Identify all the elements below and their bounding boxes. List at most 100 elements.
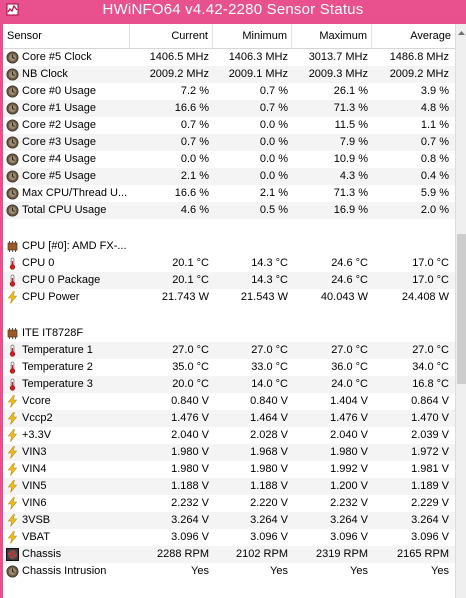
column-maximum[interactable]: Maximum — [292, 24, 372, 48]
sensor-current: 4.6 % — [180, 204, 209, 216]
sensor-maximum: 40.043 W — [320, 291, 368, 303]
sensor-average: 5.9 % — [420, 187, 449, 199]
sensor-average: 2165 RPM — [397, 548, 449, 560]
sensor-row[interactable]: CPU 0 Package 20.1 °C 14.3 °C 24.6 °C 17.0 °… — [3, 272, 455, 289]
sensor-maximum: 71.3 % — [333, 102, 368, 114]
sensor-minimum: 1.464 V — [250, 412, 288, 424]
lightning-icon — [7, 480, 18, 493]
sensor-row[interactable]: CPU 0 20.1 °C 14.3 °C 24.6 °C 17.0 °C — [3, 255, 455, 272]
sensor-list[interactable]: Core #5 Clock 1406.5 MHz 1406.3 MHz 3013.7 … — [3, 49, 455, 598]
lightning-icon — [7, 429, 18, 442]
sensor-minimum: 1.968 V — [250, 446, 288, 458]
sensor-row[interactable]: Temperature 1 27.0 °C 27.0 °C 27.0 °C 27.0 °… — [3, 342, 455, 359]
sensor-row[interactable]: Core #3 Usage 0.7 % 0.0 % 7.9 % 0.7 % — [3, 134, 455, 151]
sensor-row[interactable]: Core #5 Usage 2.1 % 0.0 % 4.3 % 0.4 % — [3, 168, 455, 185]
sensor-maximum: 7.9 % — [339, 136, 368, 148]
sensor-minimum: 0.840 V — [250, 395, 288, 407]
thermometer-icon — [9, 378, 16, 391]
sensor-row[interactable]: Core #1 Usage 16.6 % 0.7 % 71.3 % 4.8 % — [3, 100, 455, 117]
sensor-row[interactable]: VBAT 3.096 V 3.096 V 3.096 V 3.096 V — [3, 529, 455, 546]
sensor-average: 1486.8 MHz — [389, 51, 449, 63]
sensor-row[interactable]: VIN4 1.980 V 1.980 V 1.992 V 1.981 V — [3, 461, 455, 478]
sensor-average: 2009.2 MHz — [389, 68, 449, 80]
column-minimum[interactable]: Minimum — [213, 24, 292, 48]
lightning-icon — [7, 446, 18, 459]
sensor-average: 1.189 V — [411, 480, 449, 492]
scroll-up-icon[interactable] — [457, 27, 466, 39]
sensor-current: 21.743 W — [161, 291, 209, 303]
sensor-group-header[interactable]: CPU [#0]: AMD FX-... — [3, 238, 455, 255]
sensor-average: 0.4 % — [420, 170, 449, 182]
lightning-icon — [7, 531, 18, 544]
sensor-average: 17.0 °C — [412, 257, 449, 269]
sensor-row[interactable]: VIN5 1.188 V 1.188 V 1.200 V 1.189 V — [3, 478, 455, 495]
clock-icon — [6, 85, 19, 98]
sensor-minimum: Yes — [270, 565, 288, 577]
clock-icon — [6, 51, 19, 64]
column-sensor[interactable]: Sensor — [3, 24, 130, 48]
clock-icon — [6, 68, 19, 81]
sensor-minimum: 1406.3 MHz — [228, 51, 288, 63]
sensor-row[interactable]: Chassis Intrusion Yes Yes Yes Yes — [3, 563, 455, 580]
sensor-average: 27.0 °C — [412, 344, 449, 356]
column-average[interactable]: Average — [410, 30, 451, 42]
sensor-name: Vccp2 — [22, 412, 53, 424]
clock-icon — [6, 119, 19, 132]
sensor-average: 3.096 V — [411, 531, 449, 543]
sensor-row[interactable]: Total CPU Usage 4.6 % 0.5 % 16.9 % 2.0 % — [3, 202, 455, 219]
thermometer-icon — [9, 361, 16, 374]
column-current[interactable]: Current — [130, 24, 213, 48]
sensor-row[interactable]: Core #0 Usage 7.2 % 0.7 % 26.1 % 3.9 % — [3, 83, 455, 100]
sensor-row[interactable]: Temperature 2 35.0 °C 33.0 °C 36.0 °C 34.0 °… — [3, 359, 455, 376]
sensor-maximum: 10.9 % — [333, 153, 368, 165]
sensor-current: 2009.2 MHz — [149, 68, 209, 80]
vertical-scrollbar[interactable] — [455, 24, 466, 598]
sensor-average: 2.0 % — [420, 204, 449, 216]
sensor-current: 0.840 V — [171, 395, 209, 407]
sensor-row[interactable]: Core #5 Clock 1406.5 MHz 1406.3 MHz 3013.7 … — [3, 49, 455, 66]
fan-icon — [6, 548, 19, 561]
sensor-row[interactable]: Temperature 3 20.0 °C 14.0 °C 24.0 °C 16.8 °… — [3, 376, 455, 393]
sensor-row[interactable]: +3.3V 2.040 V 2.028 V 2.040 V 2.039 V — [3, 427, 455, 444]
sensor-name: CPU 0 — [22, 257, 55, 269]
sensor-row[interactable]: Vccp2 1.476 V 1.464 V 1.476 V 1.470 V — [3, 410, 455, 427]
column-header: Sensor Current Minimum Maximum Average — [3, 24, 455, 49]
sensor-row[interactable]: Chassis 2288 RPM 2102 RPM 2319 RPM 2165 RPM — [3, 546, 455, 563]
sensor-maximum: 3013.7 MHz — [308, 51, 368, 63]
sensor-current: 20.1 °C — [172, 257, 209, 269]
sensor-group-header[interactable]: ITE IT8728F — [3, 325, 455, 342]
sensor-current: Yes — [191, 565, 209, 577]
clock-icon — [6, 187, 19, 200]
sensor-current: 20.1 °C — [172, 274, 209, 286]
sensor-row[interactable]: Max CPU/Thread U... 16.6 % 2.1 % 71.3 % 5.9 … — [3, 185, 455, 202]
clock-icon — [6, 136, 19, 149]
sensor-maximum: 36.0 °C — [331, 361, 368, 373]
sensor-row[interactable]: VIN6 2.232 V 2.220 V 2.232 V 2.229 V — [3, 495, 455, 512]
sensor-name: Temperature 1 — [22, 344, 93, 356]
clock-icon — [6, 204, 19, 217]
sensor-row[interactable]: 3VSB 3.264 V 3.264 V 3.264 V 3.264 V — [3, 512, 455, 529]
sensor-maximum: 24.6 °C — [331, 274, 368, 286]
lightning-icon — [7, 291, 18, 304]
sensor-row[interactable]: VIN3 1.980 V 1.968 V 1.980 V 1.972 V — [3, 444, 455, 461]
sensor-row[interactable]: NB Clock 2009.2 MHz 2009.1 MHz 2009.3 MHz 20… — [3, 66, 455, 83]
sensor-name: NB Clock — [22, 68, 68, 80]
sensor-current: 2288 RPM — [157, 548, 209, 560]
sensor-row[interactable]: Core #2 Usage 0.7 % 0.0 % 11.5 % 1.1 % — [3, 117, 455, 134]
sensor-name: VBAT — [22, 531, 50, 543]
sensor-maximum: 16.9 % — [333, 204, 368, 216]
sensor-row[interactable]: Core #4 Usage 0.0 % 0.0 % 10.9 % 0.8 % — [3, 151, 455, 168]
sensor-row[interactable]: Vcore 0.840 V 0.840 V 1.404 V 0.864 V — [3, 393, 455, 410]
sensor-current: 35.0 °C — [172, 361, 209, 373]
sensor-maximum: 3.096 V — [330, 531, 368, 543]
sensor-average: 3.264 V — [411, 514, 449, 526]
title-bar[interactable]: HWiNFO64 v4.42-2280 Sensor Status — [0, 0, 466, 22]
sensor-current: 1.980 V — [171, 463, 209, 475]
sensor-row[interactable]: CPU Power 21.743 W 21.543 W 40.043 W 24.408 … — [3, 289, 455, 306]
sensor-maximum: 1.476 V — [330, 412, 368, 424]
lightning-icon — [7, 497, 18, 510]
scrollbar-thumb[interactable] — [457, 234, 466, 384]
group-separator — [3, 219, 455, 238]
sensor-maximum: 24.6 °C — [331, 257, 368, 269]
sensor-average: 3.9 % — [420, 85, 449, 97]
